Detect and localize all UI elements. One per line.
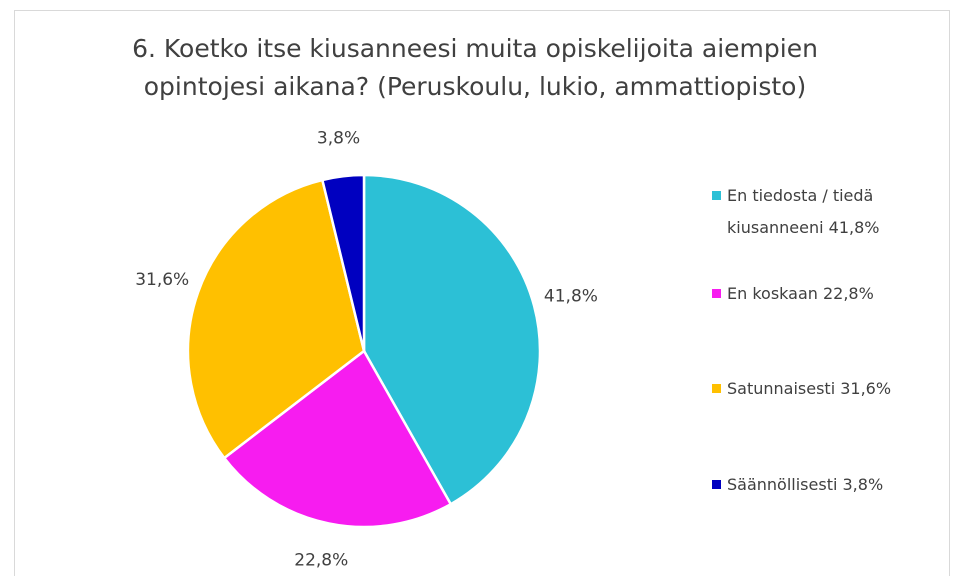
- legend-label: En tiedosta / tiedä kiusanneeni 41,8%: [727, 186, 880, 237]
- pie-slice: [222, 349, 453, 529]
- chart-frame: [14, 10, 950, 576]
- data-label: 3,8%: [317, 129, 360, 149]
- legend-swatch: [712, 191, 721, 200]
- legend-item: En tiedosta / tiedä kiusanneeni 41,8%: [712, 180, 917, 244]
- pie-slice: [320, 173, 366, 352]
- legend-label: En koskaan 22,8%: [727, 284, 874, 303]
- pie-slice: [362, 173, 542, 506]
- legend-swatch: [712, 384, 721, 393]
- data-label: 31,6%: [135, 270, 189, 290]
- pie-slice: [186, 178, 366, 460]
- data-label: 22,8%: [294, 551, 348, 571]
- legend-item: Säännöllisesti 3,8%: [712, 469, 917, 501]
- legend-swatch: [712, 289, 721, 298]
- legend-label: Satunnaisesti 31,6%: [727, 379, 892, 398]
- legend-item: Satunnaisesti 31,6%: [712, 373, 917, 405]
- legend-item: En koskaan 22,8%: [712, 278, 917, 310]
- legend-label: Säännöllisesti 3,8%: [727, 475, 884, 494]
- legend-swatch: [712, 480, 721, 489]
- chart-title: 6. Koetko itse kiusanneesi muita opiskel…: [132, 34, 818, 101]
- data-label: 41,8%: [544, 286, 598, 306]
